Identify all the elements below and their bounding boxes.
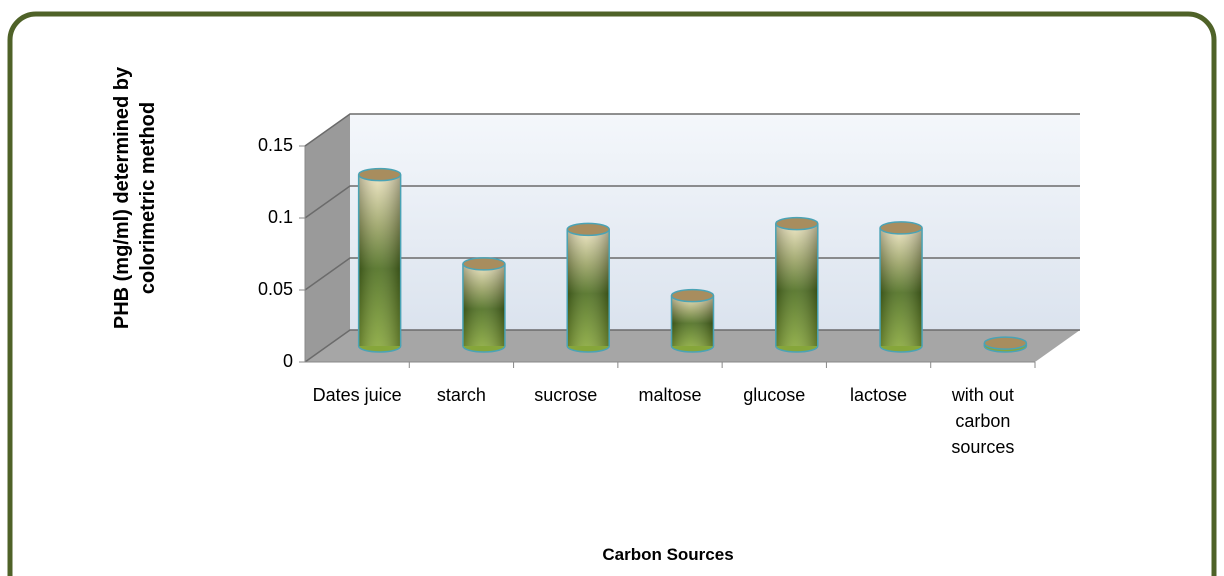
bar — [670, 288, 715, 353]
y-tick-label: 0.15 — [258, 135, 293, 155]
grid-line — [304, 257, 1080, 291]
bar — [462, 257, 506, 353]
bar-top — [983, 336, 1028, 350]
bar-shade — [567, 229, 610, 346]
grid-line — [304, 185, 1080, 219]
bar-top — [775, 216, 819, 231]
bar-top — [566, 222, 610, 237]
bar — [879, 221, 923, 353]
x-axis-title: Carbon Sources — [602, 545, 734, 564]
bar-shade — [775, 223, 818, 346]
bar — [357, 167, 402, 353]
y-tick-label: 0.05 — [258, 279, 293, 299]
back-wall — [350, 114, 1080, 330]
x-tick-label: sucrose — [534, 385, 598, 405]
bar — [566, 222, 610, 353]
grid-line — [304, 113, 1080, 147]
y-tick-label: 0 — [283, 351, 293, 371]
y-axis-title: PHB (mg/ml) determined by colorimetric m… — [111, 66, 159, 330]
x-tick-label: maltose — [638, 385, 702, 405]
x-tick-label: starch — [436, 385, 486, 405]
bar-shade — [671, 295, 714, 346]
bar-shade — [358, 174, 401, 346]
bar — [983, 336, 1028, 353]
bar-top — [462, 257, 506, 271]
bar-top — [879, 221, 923, 235]
x-tick-label: Dates juice — [312, 385, 402, 405]
bar — [775, 216, 819, 353]
bar-shade — [880, 227, 923, 346]
side-wall — [305, 114, 350, 362]
bar-top — [670, 288, 715, 303]
bar-shade — [462, 263, 505, 346]
x-tick-label: lactose — [850, 385, 908, 405]
grid-line — [304, 329, 1080, 363]
x-tick-label: with out carbon sources — [951, 385, 1015, 457]
x-tick-label: glucose — [743, 385, 806, 405]
plot-area: 0 0.05 0.1 0.15 — [258, 113, 1080, 371]
bar-top — [357, 167, 402, 182]
y-tick-label: 0.1 — [268, 207, 293, 227]
